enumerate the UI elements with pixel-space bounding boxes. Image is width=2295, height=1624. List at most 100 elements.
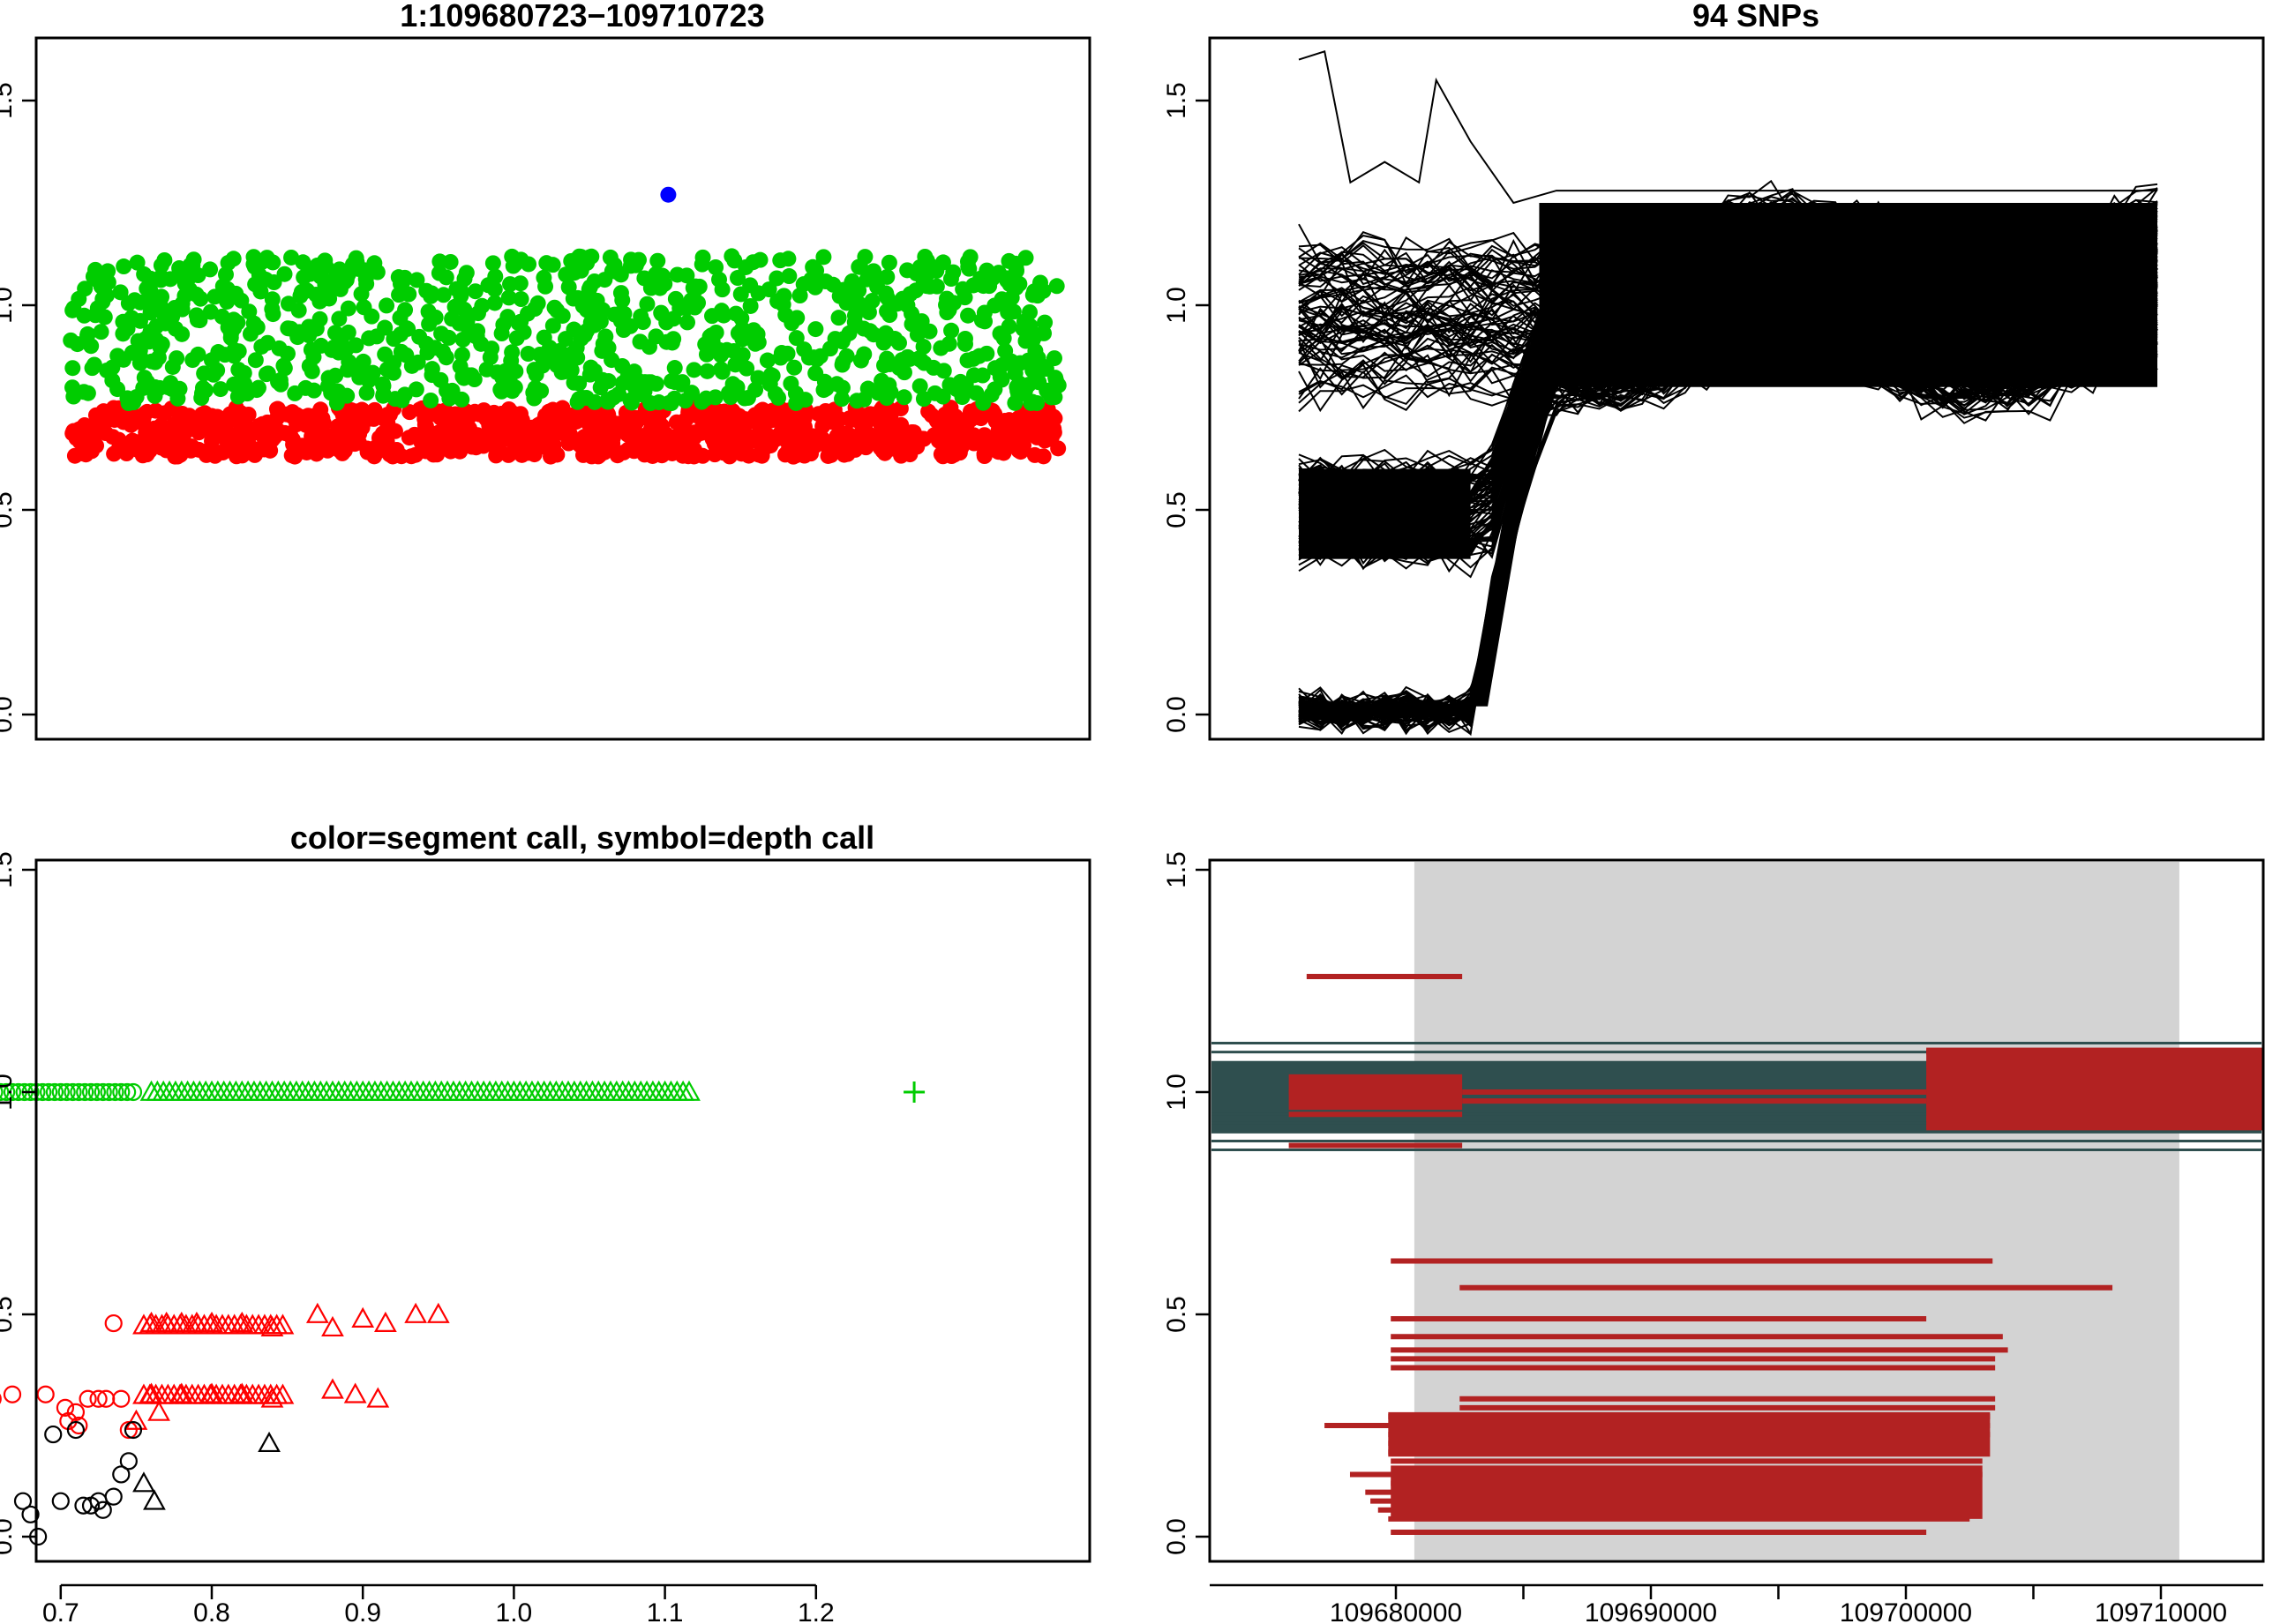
panel1-point-green: [76, 384, 93, 400]
panel1-point-green: [484, 255, 501, 272]
panel1-point-green: [881, 307, 898, 324]
panel3-point-circle: [104, 1487, 123, 1506]
panel1-points: [63, 186, 1067, 465]
panel1-point-green: [759, 352, 776, 369]
panel1-point-green: [1007, 394, 1024, 411]
panel1-point-green: [614, 358, 631, 375]
panel1-point-green: [639, 296, 656, 312]
panel1-point-green: [623, 251, 640, 268]
panel1-point-green: [979, 345, 995, 362]
panel1-point-green: [694, 249, 711, 266]
panel1-point-green: [492, 381, 509, 398]
panel4-x-axis: 109680000 109690000 109700000 109710000: [1210, 1583, 2263, 1624]
panel1-point-red: [1035, 448, 1052, 465]
panel4-y-tick-label: 1.0: [1162, 1074, 1191, 1111]
panel4-y-tick-label: 0.0: [1162, 1518, 1191, 1555]
panel3-point-circle: [36, 1385, 55, 1403]
panel1-point-red: [66, 447, 83, 464]
panel1-point-green: [1024, 393, 1040, 410]
panel3-point-circle: [87, 1082, 106, 1102]
panel1-point-green: [830, 310, 847, 326]
panel1-point-red: [902, 446, 919, 463]
panel1-point-green: [69, 336, 86, 353]
panel1-point-green: [131, 312, 148, 329]
panel1-point-green: [546, 299, 563, 316]
panel1-point-green: [816, 373, 833, 390]
panel1-point-red: [452, 443, 469, 460]
panel1-point-green: [353, 286, 370, 303]
panel1-point-green: [1029, 288, 1046, 304]
panel1-point-green: [921, 323, 938, 340]
panel1-point-red: [110, 431, 127, 448]
panel1-point-green: [626, 363, 642, 380]
panel1-point-green: [560, 279, 577, 296]
panel1-point-red: [215, 429, 232, 445]
panel1-point-green: [382, 362, 399, 378]
panel1-point-green: [167, 299, 184, 316]
panel1-point-green: [614, 375, 631, 392]
panel3-point-circle: [66, 1403, 86, 1421]
panel1-point-green: [242, 326, 259, 342]
panel1-point-green: [606, 306, 623, 323]
panel1-point-green: [221, 289, 237, 306]
panel1-point-green: [233, 292, 250, 309]
panel1-point-red: [1037, 432, 1054, 449]
panel3-x-tick-label: 0.7: [42, 1598, 79, 1624]
panel1-point-green: [153, 299, 169, 316]
panel1-point-green: [358, 385, 375, 401]
panel1-point-green: [786, 359, 803, 376]
panel3-point-circle: [124, 1420, 143, 1440]
panel1-point-green: [734, 347, 751, 363]
panel3-x-tick-label: 1.0: [496, 1598, 533, 1624]
panel1-point-green: [579, 255, 596, 272]
panel1-point-red: [814, 430, 831, 447]
panel1-point-red: [583, 448, 600, 465]
panel1-point-red: [505, 405, 521, 422]
panel3-point-circle: [112, 1465, 131, 1484]
panel1-point-green: [772, 252, 789, 269]
panel1-point-red: [92, 423, 109, 440]
panel3-point-circle: [40, 1082, 58, 1102]
panel1-point-green: [739, 389, 756, 406]
panel1-point-red: [167, 448, 184, 465]
panel1-point-green: [973, 312, 990, 329]
panel1-point-green: [386, 331, 402, 348]
panel1-point-red: [820, 447, 836, 464]
panel1-point-green: [162, 271, 179, 288]
panel1-point-green: [164, 358, 181, 375]
panel1-point-green: [975, 394, 992, 411]
panel1-point-red: [195, 418, 212, 435]
panel4-y-tick-label: 0.5: [1162, 1296, 1191, 1333]
panel1-point-red: [937, 406, 954, 423]
panel1-point-red: [817, 402, 834, 419]
panel1-point-green: [146, 354, 163, 370]
panel1-point-green: [229, 388, 246, 405]
panel1-point-green: [654, 267, 671, 284]
panel1-point-green: [453, 288, 469, 304]
panel1-point-red: [869, 432, 886, 449]
panel1-point-green: [212, 381, 229, 398]
panel1-point-green: [827, 331, 844, 348]
panel1-point-green: [544, 318, 561, 334]
panel1-point-green: [997, 342, 1014, 359]
panel3-point-circle: [51, 1082, 70, 1102]
panel1-point-green: [571, 375, 588, 392]
panel1-point-green: [714, 363, 731, 380]
panel3-x-tick-label: 1.2: [798, 1598, 835, 1624]
panel1-point-green: [157, 315, 174, 332]
panel1-point-green: [606, 257, 623, 273]
panel2-y-tick-label: 1.5: [1162, 82, 1191, 119]
panel1-point-red: [546, 405, 563, 422]
panel1-point-green: [634, 314, 651, 331]
panel3-point-triangle: [305, 1302, 329, 1323]
panel1-point-green: [904, 305, 920, 322]
panel1-point-green: [581, 279, 598, 296]
panel1-point-red: [995, 445, 1012, 461]
panel1-point-green: [421, 316, 438, 333]
panel1-point-red: [754, 414, 771, 430]
panel3-point-triangle: [374, 1311, 397, 1332]
panel1-point-green: [369, 264, 386, 281]
panel3-point-plus: [904, 1081, 926, 1103]
panel1-point-green: [139, 374, 155, 391]
panel1-point-green: [89, 272, 106, 288]
